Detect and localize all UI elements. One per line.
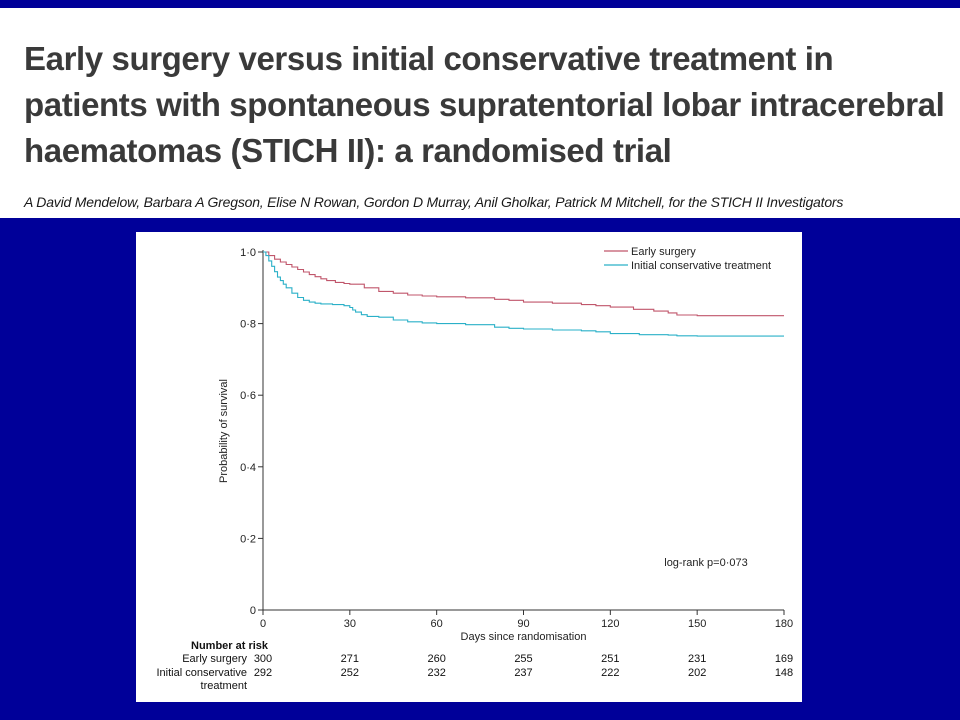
legend-label: Early surgery <box>631 246 696 258</box>
x-axis-title: Days since randomisation <box>461 631 587 643</box>
x-tick-label: 30 <box>344 618 356 630</box>
risk-table-heading: Number at risk <box>191 640 269 652</box>
y-tick-label: 0·4 <box>240 462 256 474</box>
legend-label: Initial conservative treatment <box>631 260 771 272</box>
paper-title: Early surgery versus initial conservativ… <box>24 40 945 169</box>
conservative-treatment-curve <box>263 251 784 337</box>
x-tick-label: 60 <box>431 618 443 630</box>
chart-legend: Early surgery Initial conservative treatm… <box>604 246 771 272</box>
survival-curves <box>263 251 784 337</box>
risk-row-label: Initial conservative <box>157 667 248 679</box>
y-tick-label: 0 <box>250 605 256 617</box>
survival-figure: 0 0·2 0·4 0·6 0·8 1·0 0 30 60 90 120 150 180 Early s… <box>136 232 802 702</box>
risk-value: 232 <box>427 667 445 679</box>
risk-value: 148 <box>775 667 793 679</box>
x-tick-label: 90 <box>517 618 529 630</box>
y-tick-label: 0·8 <box>240 319 256 331</box>
risk-value: 255 <box>514 653 532 665</box>
risk-value: 300 <box>254 653 272 665</box>
slide-header: Early surgery versus initial conservativ… <box>0 8 960 218</box>
risk-value: 237 <box>514 667 532 679</box>
early-surgery-curve <box>263 251 784 317</box>
x-tick-label: 120 <box>601 618 619 630</box>
y-tick-label: 0·2 <box>240 533 256 545</box>
chart-axes: 0 0·2 0·4 0·6 0·8 1·0 0 30 60 90 120 150 180 <box>240 247 793 630</box>
risk-value: 251 <box>601 653 619 665</box>
log-rank-annotation: log-rank p=0·073 <box>664 557 747 569</box>
risk-value: 202 <box>688 667 706 679</box>
author-list: A David Mendelow, Barbara A Gregson, Eli… <box>24 194 844 210</box>
risk-value: 260 <box>427 653 445 665</box>
risk-row-label: treatment <box>201 680 247 692</box>
risk-value: 231 <box>688 653 706 665</box>
risk-value: 252 <box>341 667 359 679</box>
x-tick-label: 0 <box>260 618 266 630</box>
risk-value: 169 <box>775 653 793 665</box>
kaplan-meier-chart: 0 0·2 0·4 0·6 0·8 1·0 0 30 60 90 120 150 180 Early s… <box>157 246 794 692</box>
risk-value: 271 <box>341 653 359 665</box>
risk-row-label: Early surgery <box>182 653 247 665</box>
risk-value: 292 <box>254 667 272 679</box>
x-tick-label: 150 <box>688 618 706 630</box>
risk-value: 222 <box>601 667 619 679</box>
y-tick-label: 1·0 <box>240 247 256 259</box>
y-tick-label: 0·6 <box>240 390 256 402</box>
x-tick-label: 180 <box>775 618 793 630</box>
y-axis-title: Probability of survival <box>218 379 230 483</box>
